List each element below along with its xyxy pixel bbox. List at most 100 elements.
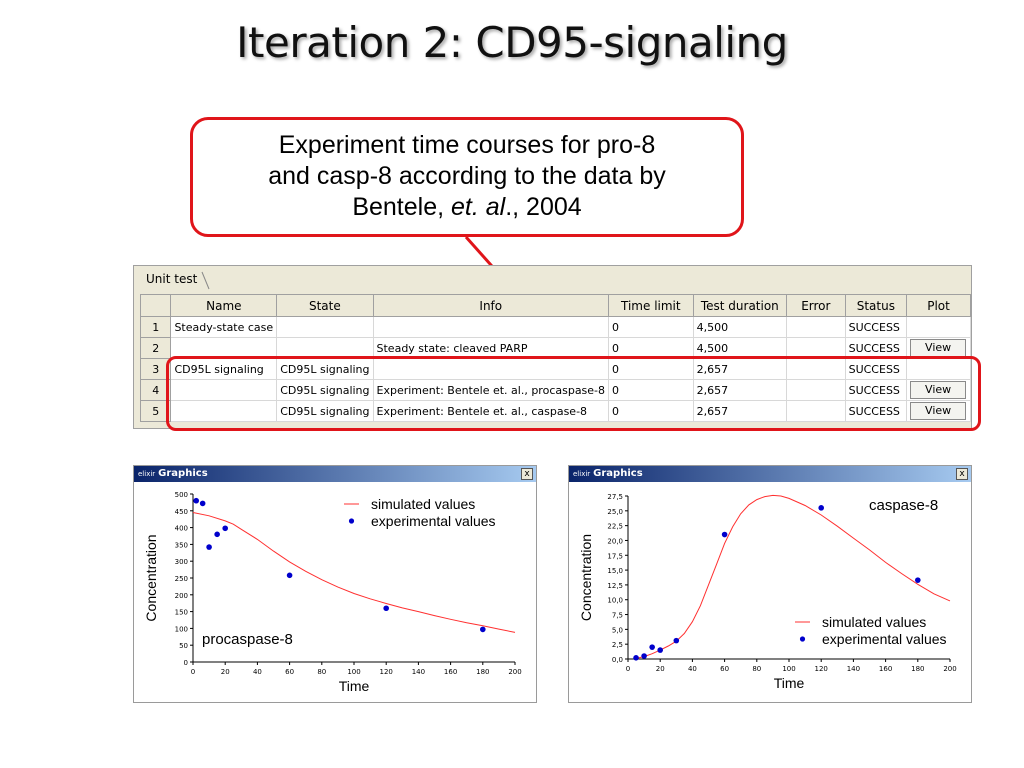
- highlight-frame: [166, 356, 981, 431]
- view-plot-button[interactable]: View: [910, 381, 967, 399]
- x-tick-label: 40: [253, 668, 262, 676]
- cell-plot: View: [906, 400, 971, 422]
- graphics-window-caspase: elixir Graphics x 0,0 2,5 5,0 7,5 10,0 12,5 15,…: [568, 465, 972, 703]
- graphics-window-procaspase: elixir Graphics x 0 50 100 150 200 250 300 350 40…: [133, 465, 537, 703]
- x-tick-label: 180: [911, 665, 924, 673]
- y-tick-label: 25,0: [607, 508, 623, 516]
- experimental-data-point: [721, 531, 728, 538]
- experimental-data-point: [214, 531, 220, 538]
- cell-time-limit[interactable]: 0: [608, 400, 694, 422]
- cell-info[interactable]: Steady state: cleaved PARP: [372, 337, 610, 359]
- cell-plot: View: [906, 379, 971, 401]
- tab-unit-test[interactable]: Unit test: [142, 270, 211, 290]
- table-row[interactable]: 2 Steady state: cleaved PARP 0 4,500 SUC…: [139, 337, 971, 359]
- table-header-row: Name State Info Time limit Test duration…: [139, 294, 971, 317]
- cell-status[interactable]: SUCCESS: [844, 358, 908, 380]
- column-header-plot[interactable]: Plot: [906, 294, 971, 317]
- legend-label: simulated values: [822, 614, 926, 630]
- y-tick-label: 300: [175, 558, 188, 566]
- x-tick-label: 100: [782, 665, 795, 673]
- experimental-data-point: [206, 544, 212, 550]
- experimental-data-point: [641, 653, 647, 659]
- cell-error[interactable]: [786, 316, 846, 338]
- x-tick-label: 160: [879, 665, 892, 673]
- procaspase-chart: 0 50 100 150 200 250 300 350 400 450 500 0 20 40 60 80 1…: [143, 491, 522, 694]
- column-header-name[interactable]: Name: [170, 294, 278, 317]
- cell-time-limit[interactable]: 0: [608, 316, 694, 338]
- cell-info[interactable]: [372, 316, 610, 338]
- x-tick-label: 80: [317, 668, 326, 676]
- cell-test-duration[interactable]: 2,657: [692, 379, 788, 401]
- close-icon[interactable]: x: [956, 468, 968, 480]
- column-header-state[interactable]: State: [276, 294, 374, 317]
- y-tick-label: 10,0: [607, 597, 623, 605]
- x-tick-label: 160: [444, 668, 457, 676]
- callout-etal: et. al: [451, 193, 506, 221]
- caspase-chart: 0,0 2,5 5,0 7,5 10,0 12,5 15,0 17,5 20,0 22,5 25,0…: [578, 493, 957, 691]
- cell-state[interactable]: [276, 316, 374, 338]
- y-tick-label: 400: [175, 525, 188, 533]
- experimental-data-point: [649, 644, 655, 650]
- experimental-data-point: [193, 497, 200, 504]
- table-row[interactable]: 4 CD95L signaling Experiment: Bentele et…: [139, 379, 971, 401]
- graphics-title-bar[interactable]: elixir Graphics x: [134, 466, 536, 482]
- x-tick-label: 120: [380, 668, 393, 676]
- x-tick-label: 60: [720, 665, 729, 673]
- x-axis-label: Time: [774, 675, 805, 691]
- view-plot-button[interactable]: View: [910, 339, 967, 357]
- table-row[interactable]: 5 CD95L signaling Experiment: Bentele et…: [139, 400, 971, 422]
- legend-label: experimental values: [371, 513, 496, 529]
- app-icon: elixir: [573, 470, 591, 478]
- callout-line-3: Bentele, et. al., 2004: [193, 192, 741, 223]
- y-tick-label: 12,5: [607, 582, 623, 590]
- row-number: 1: [139, 316, 172, 338]
- cell-test-duration[interactable]: 4,500: [692, 316, 788, 338]
- x-tick-label: 0: [626, 665, 630, 673]
- cell-status[interactable]: SUCCESS: [844, 316, 908, 338]
- cell-test-duration[interactable]: 2,657: [692, 358, 788, 380]
- cell-status[interactable]: SUCCESS: [844, 400, 908, 422]
- y-tick-label: 100: [175, 625, 188, 633]
- experimental-data-point: [199, 500, 206, 507]
- y-tick-label: 500: [175, 491, 188, 499]
- experimental-data-point: [818, 505, 824, 511]
- graphics-title-bar[interactable]: elixir Graphics x: [569, 466, 971, 482]
- cell-info[interactable]: Experiment: Bentele et. al., caspase-8: [372, 400, 610, 422]
- cell-test-duration[interactable]: 2,657: [692, 400, 788, 422]
- x-tick-label: 140: [412, 668, 425, 676]
- cell-plot: [906, 316, 971, 338]
- x-tick-label: 20: [221, 668, 230, 676]
- column-header-error[interactable]: Error: [786, 294, 846, 317]
- experimental-data-point: [915, 577, 921, 583]
- experimental-data-point: [480, 626, 486, 633]
- close-icon[interactable]: x: [521, 468, 533, 480]
- chart-annotation: procaspase-8: [202, 631, 293, 648]
- cell-status[interactable]: SUCCESS: [844, 337, 908, 359]
- column-header-time-limit[interactable]: Time limit: [608, 294, 694, 317]
- y-tick-label: 250: [175, 575, 188, 583]
- column-header-status[interactable]: Status: [844, 294, 908, 317]
- row-number-header: [139, 294, 172, 317]
- app-icon: elixir: [138, 470, 156, 478]
- x-tick-label: 40: [688, 665, 697, 673]
- x-tick-label: 60: [285, 668, 294, 676]
- legend-point-swatch: [799, 636, 806, 642]
- cell-name[interactable]: Steady-state case: [170, 316, 278, 338]
- y-tick-label: 22,5: [607, 523, 623, 531]
- tab-separator: [201, 271, 210, 290]
- y-tick-label: 15,0: [607, 567, 623, 575]
- column-header-info[interactable]: Info: [372, 294, 610, 317]
- x-tick-label: 200: [943, 665, 956, 673]
- cell-state[interactable]: CD95L signaling: [276, 400, 374, 422]
- callout-author: Bentele,: [352, 193, 452, 221]
- view-plot-button[interactable]: View: [910, 402, 967, 420]
- y-tick-label: 0: [184, 659, 188, 667]
- column-header-test-duration[interactable]: Test duration: [692, 294, 788, 317]
- experimental-data-point: [286, 572, 293, 579]
- y-tick-label: 50: [179, 642, 188, 650]
- x-tick-label: 20: [656, 665, 665, 673]
- x-axis-label: Time: [339, 678, 370, 694]
- table-row[interactable]: 1 Steady-state case 0 4,500 SUCCESS: [139, 316, 971, 338]
- cell-error[interactable]: [786, 400, 846, 422]
- row-number: 2: [139, 337, 172, 359]
